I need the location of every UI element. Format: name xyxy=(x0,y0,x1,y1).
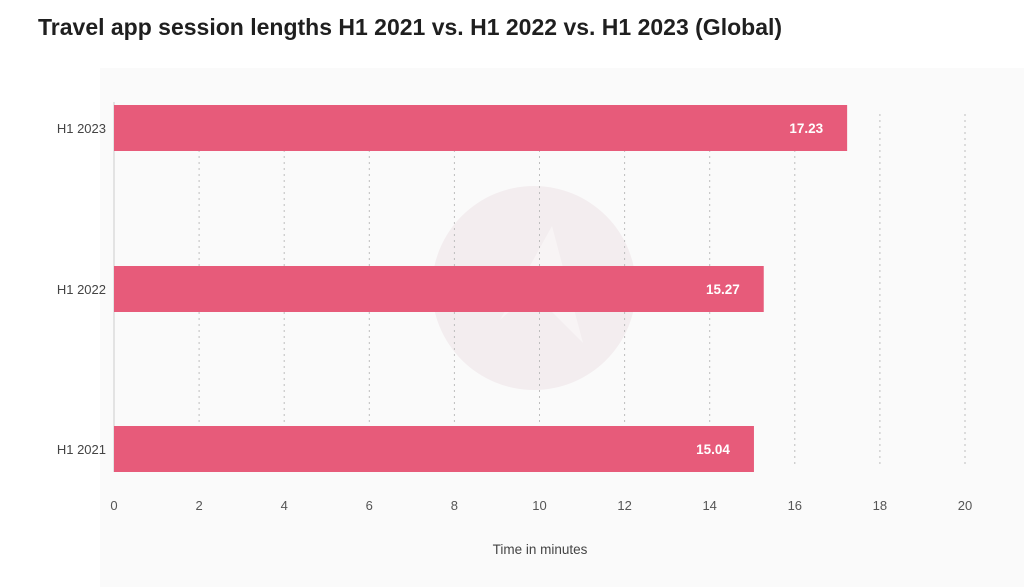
x-tick-label-0: 0 xyxy=(110,498,117,513)
bar-value-label-2: 15.04 xyxy=(696,442,730,457)
bars: 17.23 15.27 15.04 xyxy=(114,105,848,472)
x-tick-label-6: 12 xyxy=(617,498,631,513)
x-tick-label-4: 8 xyxy=(451,498,458,513)
bar-value-label-1: 15.27 xyxy=(706,282,740,297)
category-label-1: H1 2022 xyxy=(57,282,106,297)
chart-title: Travel app session lengths H1 2021 vs. H… xyxy=(38,14,783,40)
category-label-2: H1 2021 xyxy=(57,442,106,457)
x-axis-title: Time in minutes xyxy=(493,542,588,557)
category-labels: H1 2023 H1 2022 H1 2021 xyxy=(57,121,106,457)
bar-1 xyxy=(114,266,764,312)
bar-value-label-0: 17.23 xyxy=(789,121,823,136)
x-tick-label-10: 20 xyxy=(958,498,972,513)
x-tick-label-8: 16 xyxy=(788,498,802,513)
x-tick-label-9: 18 xyxy=(873,498,887,513)
x-tick-label-1: 2 xyxy=(195,498,202,513)
x-tick-label-3: 6 xyxy=(366,498,373,513)
x-tick-labels: 0 2 4 6 8 10 12 14 16 18 20 xyxy=(110,498,972,513)
x-tick-label-7: 14 xyxy=(702,498,716,513)
bar-2 xyxy=(114,426,754,472)
bar-0 xyxy=(114,105,848,151)
x-tick-label-5: 10 xyxy=(532,498,546,513)
category-label-0: H1 2023 xyxy=(57,121,106,136)
x-tick-label-2: 4 xyxy=(281,498,288,513)
